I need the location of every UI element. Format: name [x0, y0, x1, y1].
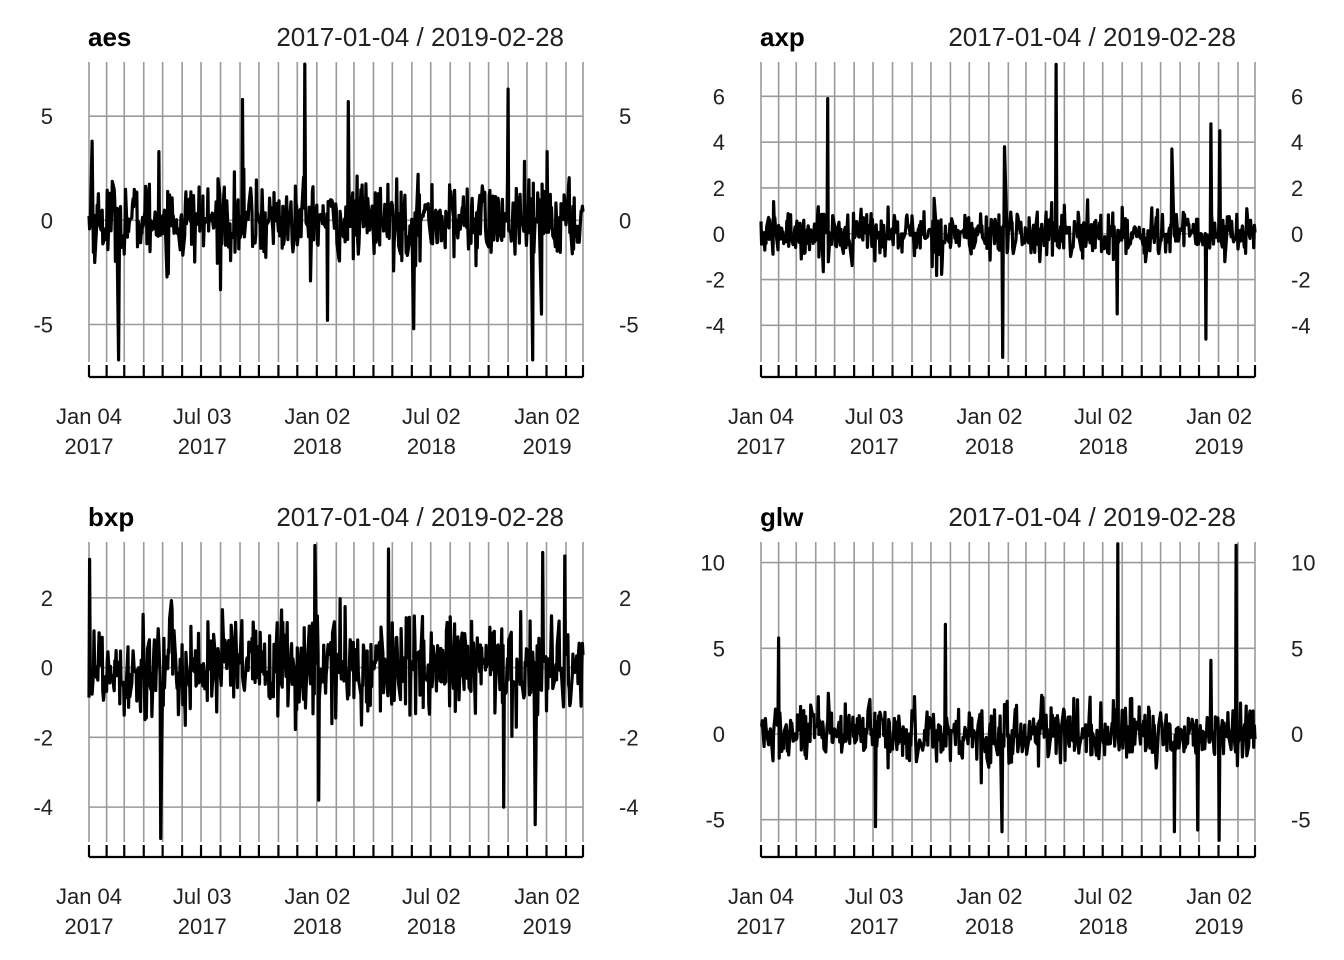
y-tick-label-left: 0 [713, 222, 725, 247]
y-tick-label-left: -4 [33, 795, 53, 820]
x-tick-label-year: 2017 [65, 914, 114, 939]
x-tick-label-year: 2018 [293, 434, 342, 459]
panel-glw: glw 2017-01-04 / 2019-02-28 -5 -5 0 0 5 5 10 10… [701, 502, 1316, 939]
y-tick-label-left: -5 [705, 808, 725, 833]
x-tick-label: Jan 02 [514, 884, 580, 909]
x-tick-label: Jan 04 [728, 884, 794, 909]
x-tick-label-year: 2018 [407, 434, 456, 459]
y-tick-label-left: 10 [701, 551, 725, 576]
x-tick-label: Jul 02 [1074, 884, 1133, 909]
x-tick-label: Jul 03 [845, 884, 904, 909]
y-tick-label-left: 2 [713, 176, 725, 201]
x-tick-label-year: 2018 [965, 434, 1014, 459]
y-tick-label-right: 0 [619, 656, 631, 681]
x-tick-label-year: 2019 [523, 914, 572, 939]
y-tick-label-left: 4 [713, 130, 725, 155]
y-tick-label-right: -4 [619, 795, 639, 820]
y-tick-label-left: 2 [41, 586, 53, 611]
x-tick-label-year: 2017 [65, 434, 114, 459]
panel-aes: aes 2017-01-04 / 2019-02-28 -5 -5 0 0 5 5 Jan … [33, 22, 638, 459]
y-tick-label-left: 5 [41, 104, 53, 129]
x-tick-label-year: 2017 [850, 914, 899, 939]
panel-title: axp [760, 22, 805, 52]
x-tick-label-year: 2017 [178, 914, 227, 939]
y-tick-label-right: 2 [619, 586, 631, 611]
series-line [759, 62, 1257, 359]
y-tick-label-right: 0 [1291, 722, 1303, 747]
series-line [87, 62, 585, 362]
x-tick-label-year: 2019 [1195, 434, 1244, 459]
y-tick-label-right: 10 [1291, 551, 1315, 576]
x-tick-label: Jan 04 [56, 884, 122, 909]
y-tick-label-left: -2 [33, 725, 53, 750]
x-tick-label-year: 2018 [965, 914, 1014, 939]
y-tick-label-left: 0 [713, 722, 725, 747]
y-tick-label-right: -2 [1291, 268, 1311, 293]
series-line [87, 543, 585, 841]
x-tick-label-year: 2017 [178, 434, 227, 459]
y-tick-label-left: -5 [33, 313, 53, 338]
y-tick-label-right: 6 [1291, 84, 1303, 109]
panel-date-range: 2017-01-04 / 2019-02-28 [276, 502, 564, 532]
x-tick-label: Jan 02 [284, 404, 350, 429]
panel-bxp: bxp 2017-01-04 / 2019-02-28 -4 -4 -2 -2 0 0 2 2… [33, 502, 638, 939]
x-tick-label: Jul 03 [845, 404, 904, 429]
x-tick-label: Jul 03 [173, 884, 232, 909]
panel-date-range: 2017-01-04 / 2019-02-28 [276, 22, 564, 52]
x-tick-label-year: 2017 [737, 434, 786, 459]
x-tick-label: Jan 02 [284, 884, 350, 909]
x-tick-label-year: 2019 [523, 434, 572, 459]
x-tick-label: Jan 02 [956, 884, 1022, 909]
series-line [760, 542, 1257, 842]
y-tick-label-right: 0 [1291, 222, 1303, 247]
panel-title: aes [88, 22, 131, 52]
y-tick-label-left: 0 [41, 656, 53, 681]
x-tick-label: Jul 03 [173, 404, 232, 429]
y-tick-label-right: -5 [619, 313, 639, 338]
x-tick-label: Jul 02 [1074, 404, 1133, 429]
x-tick-label: Jul 02 [402, 404, 461, 429]
y-tick-label-right: 2 [1291, 176, 1303, 201]
y-tick-label-right: -5 [1291, 808, 1311, 833]
y-tick-label-right: 4 [1291, 130, 1303, 155]
x-tick-label-year: 2019 [1195, 914, 1244, 939]
panel-date-range: 2017-01-04 / 2019-02-28 [948, 502, 1236, 532]
x-tick-label: Jan 02 [514, 404, 580, 429]
panel-title: glw [760, 502, 804, 532]
panel-title: bxp [88, 502, 134, 532]
x-tick-label: Jul 02 [402, 884, 461, 909]
y-tick-label-right: -4 [1291, 313, 1311, 338]
x-tick-label-year: 2017 [737, 914, 786, 939]
x-tick-label: Jan 02 [956, 404, 1022, 429]
y-tick-label-left: 0 [41, 208, 53, 233]
x-tick-label-year: 2018 [1079, 434, 1128, 459]
x-tick-label-year: 2018 [293, 914, 342, 939]
y-tick-label-left: -4 [705, 313, 725, 338]
x-tick-label: Jan 04 [728, 404, 794, 429]
y-tick-label-left: 5 [713, 636, 725, 661]
x-tick-label-year: 2018 [407, 914, 456, 939]
panel-date-range: 2017-01-04 / 2019-02-28 [948, 22, 1236, 52]
y-tick-label-left: 6 [713, 84, 725, 109]
y-tick-label-right: -2 [619, 725, 639, 750]
x-tick-label: Jan 02 [1186, 884, 1252, 909]
y-tick-label-left: -2 [705, 268, 725, 293]
x-tick-label-year: 2018 [1079, 914, 1128, 939]
panel-axp: axp 2017-01-04 / 2019-02-28 -4 -4 -2 -2 0 0 2 2… [705, 22, 1310, 459]
x-tick-label-year: 2017 [850, 434, 899, 459]
y-tick-label-right: 5 [1291, 636, 1303, 661]
y-tick-label-right: 0 [619, 208, 631, 233]
y-tick-label-right: 5 [619, 104, 631, 129]
x-tick-label: Jan 02 [1186, 404, 1252, 429]
x-tick-label: Jan 04 [56, 404, 122, 429]
